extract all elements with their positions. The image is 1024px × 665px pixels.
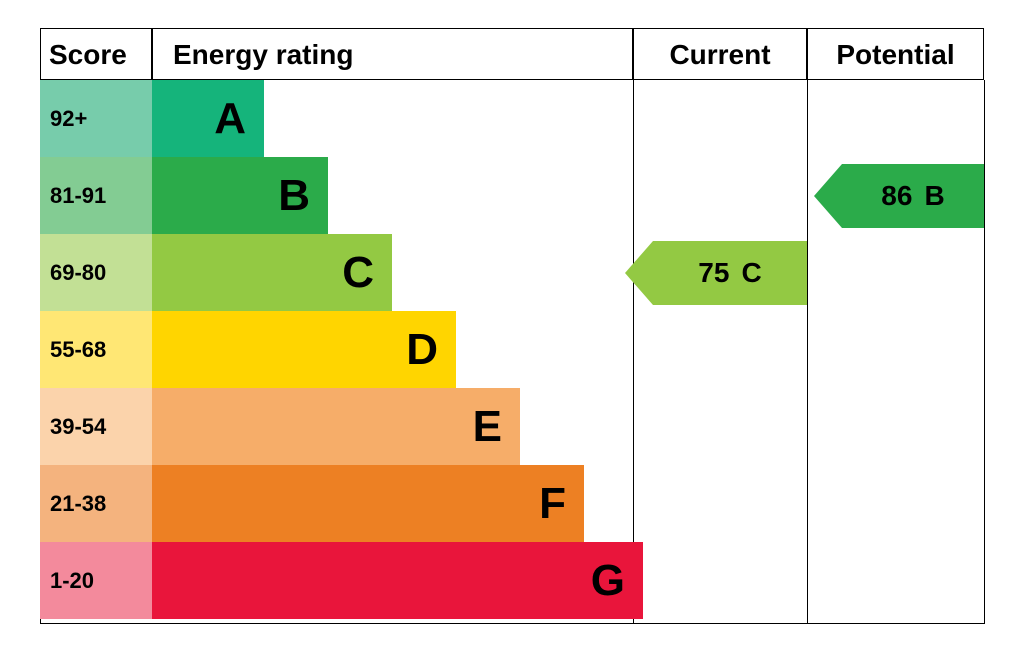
current-arrow-body: 75 C (653, 241, 807, 305)
potential-value: 86 (881, 180, 912, 212)
grid-line (984, 80, 985, 624)
header-score: Score (40, 28, 152, 80)
band-row-a: 92+A (40, 80, 984, 157)
rating-bar: B (152, 157, 328, 234)
score-range: 21-38 (40, 465, 152, 542)
arrow-head-icon (814, 164, 842, 228)
score-range: 92+ (40, 80, 152, 157)
score-range: 1-20 (40, 542, 152, 619)
grid-line (40, 623, 984, 624)
rating-bar: C (152, 234, 392, 311)
band-row-d: 55-68D (40, 311, 984, 388)
potential-letter: B (924, 180, 944, 212)
score-range: 55-68 (40, 311, 152, 388)
current-value: 75 (698, 257, 729, 289)
rating-bar: G (152, 542, 643, 619)
potential-arrow-body: 86 B (842, 164, 984, 228)
potential-arrow: 86 B (814, 164, 984, 228)
current-letter: C (741, 257, 761, 289)
rating-bar: E (152, 388, 520, 465)
band-row-e: 39-54E (40, 388, 984, 465)
rating-bar: F (152, 465, 584, 542)
band-row-c: 69-80C (40, 234, 984, 311)
chart-body: 92+A81-91B69-80C55-68D39-54E21-38F1-20G (40, 80, 984, 619)
header-rating: Energy rating (152, 28, 633, 80)
score-range: 81-91 (40, 157, 152, 234)
band-row-g: 1-20G (40, 542, 984, 619)
score-range: 69-80 (40, 234, 152, 311)
rating-bar: D (152, 311, 456, 388)
header-current: Current (633, 28, 807, 80)
band-row-f: 21-38F (40, 465, 984, 542)
score-range: 39-54 (40, 388, 152, 465)
arrow-head-icon (625, 241, 653, 305)
current-arrow: 75 C (625, 241, 807, 305)
rating-bar: A (152, 80, 264, 157)
energy-rating-chart: Score Energy rating Current Potential 92… (0, 0, 1024, 665)
header-potential: Potential (807, 28, 984, 80)
